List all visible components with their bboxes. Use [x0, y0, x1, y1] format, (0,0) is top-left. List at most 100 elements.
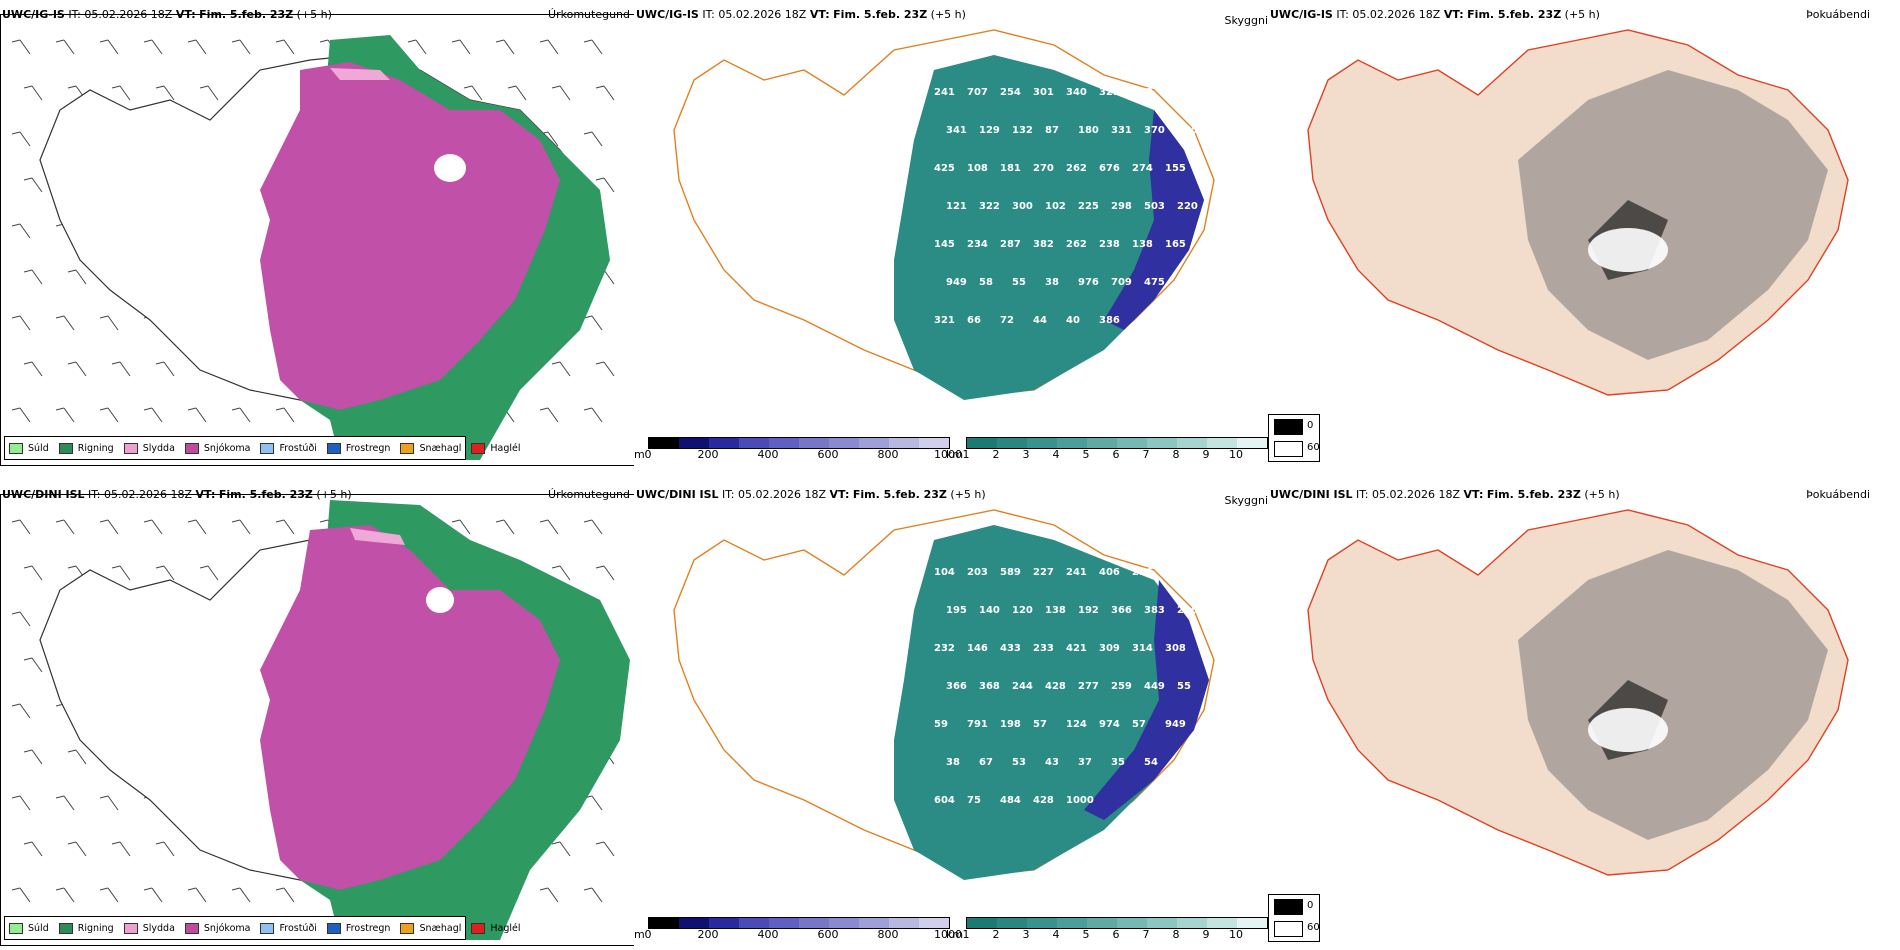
colorbar-tick-label: 600: [817, 448, 839, 461]
visibility-value-label: 976: [1078, 277, 1099, 288]
visibility-m-colorbar: [648, 437, 950, 449]
colorbar-segment: [769, 918, 799, 928]
wind-barb: [111, 565, 121, 569]
colorbar-segment: [1117, 438, 1147, 448]
wind-barb: [67, 85, 77, 89]
wind-barb: [463, 85, 473, 89]
wind-barb: [19, 315, 31, 331]
visibility-value-label: 296: [1132, 567, 1153, 578]
visibility-value-label: 676: [1099, 163, 1120, 174]
colorbar-segment: [799, 438, 829, 448]
visibility-value-label: 35: [1111, 757, 1125, 768]
wind-barb: [75, 361, 87, 377]
wind-barb: [163, 361, 175, 377]
wind-barb: [99, 795, 109, 799]
precip-legend-item: Haglél: [471, 442, 521, 454]
glacier: [1588, 228, 1668, 272]
wind-barb: [283, 887, 295, 903]
wind-barb: [155, 565, 165, 569]
wind-barb: [239, 519, 251, 535]
visibility-value-label: 155: [1165, 163, 1186, 174]
colorbar-segment: [1027, 438, 1057, 448]
visibility-labels: 241 707 254 301 340 321 283 325 341 129 132 87 180 33…: [934, 87, 1198, 326]
colorbar-segment: [859, 438, 889, 448]
visibility-map: 241 707 254 301 340 321 283 325 341 129 132 87 180 33…: [673, 29, 1215, 400]
visibility-value-label: 204: [1165, 567, 1186, 578]
panel-header: UWC/DINI ISL IT: 05.02.2026 18Z VT: Fim.…: [1270, 488, 1620, 501]
visibility-value-label: 138: [1132, 239, 1153, 250]
wind-barb: [155, 85, 165, 89]
visibility-value-label: 365: [1177, 125, 1198, 136]
colorbar-segment: [919, 918, 949, 928]
fog-legend-swatch: [1274, 921, 1303, 937]
precip-legend-item: Slydda: [123, 442, 175, 454]
wind-barb: [547, 407, 559, 423]
visibility-km-colorbar: [966, 437, 1268, 449]
colorbar-segment: [709, 438, 739, 448]
fog-legend: 0 60: [1268, 894, 1320, 942]
legend-swatch: [400, 442, 415, 454]
wind-barb: [231, 407, 241, 411]
fog-legend-swatch: [1274, 899, 1303, 915]
visibility-value-label: 104: [934, 567, 955, 578]
wind-barb: [151, 407, 163, 423]
colorbar-segment: [1177, 438, 1207, 448]
wind-barb: [547, 39, 559, 55]
colorbar-segment: [769, 438, 799, 448]
colorbar-segment: [679, 918, 709, 928]
wind-barb: [451, 39, 461, 43]
colorbar-segment: [1207, 918, 1237, 928]
wind-barb: [99, 39, 109, 43]
wind-barb: [19, 887, 31, 903]
wind-barb: [559, 361, 571, 377]
wind-barb: [63, 39, 75, 55]
visibility-value-label: 383: [1144, 605, 1165, 616]
visibility-value-label: 195: [946, 605, 967, 616]
wind-barb: [319, 519, 329, 523]
precip-type-map: [11, 500, 630, 940]
sleet-edge: [330, 68, 390, 80]
wind-barb: [19, 407, 31, 423]
wind-barb: [547, 131, 559, 147]
visibility-value-label: 475: [1144, 277, 1165, 288]
legend-label: Frostúði: [279, 442, 317, 454]
wind-barb: [539, 39, 549, 43]
wind-barb: [107, 407, 119, 423]
wind-barb: [75, 841, 87, 857]
precip-legend-item: Frostregn: [326, 442, 390, 454]
precip-legend-item: Frostúði: [260, 442, 317, 454]
wind-barb: [19, 611, 31, 627]
wind-barb: [99, 315, 109, 319]
visibility-value-label: 227: [1033, 567, 1054, 578]
legend-swatch: [471, 442, 486, 454]
wind-barb: [11, 223, 21, 227]
visibility-value-label: 301: [1033, 87, 1054, 98]
panel-header: UWC/IG-IS IT: 05.02.2026 18Z VT: Fim. 5.…: [1270, 8, 1600, 21]
colorbar-tick-label: 5: [1082, 448, 1090, 461]
visibility-value-label: 225: [1078, 201, 1099, 212]
visibility-value-label: 341: [946, 125, 967, 136]
wind-barb: [63, 315, 75, 331]
visibility-value-label: 165: [1165, 239, 1186, 250]
colorbar-unit: m: [634, 928, 645, 941]
colorbar-segment: [1147, 918, 1177, 928]
visibility-value-label: 449: [1144, 681, 1165, 692]
wind-barb: [11, 703, 21, 707]
colorbar-tick-label: 1: [962, 448, 970, 461]
visibility-value-label: 1000: [1066, 795, 1094, 806]
visibility-value-label: 433: [1000, 643, 1021, 654]
wind-barb: [151, 887, 163, 903]
wind-barb: [155, 361, 165, 365]
visibility-value-label: 108: [967, 163, 988, 174]
legend-swatch: [260, 442, 275, 454]
precip-legend-item: Slydda: [123, 922, 175, 934]
wind-barb: [583, 315, 593, 319]
wind-barb: [591, 39, 603, 55]
colorbar-tick-label: 200: [697, 928, 719, 941]
legend-label: Súld: [28, 922, 49, 934]
wind-barb: [55, 407, 65, 411]
visibility-value-label: 709: [1111, 277, 1132, 288]
colorbar-segment: [967, 438, 997, 448]
wind-barb: [603, 841, 615, 857]
wind-barb: [583, 519, 593, 523]
